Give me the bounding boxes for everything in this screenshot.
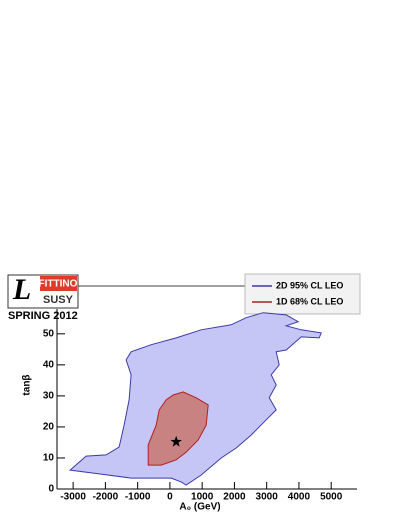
y-tick-label: 30 xyxy=(43,391,55,402)
x-tick-label: 0 xyxy=(167,492,173,503)
legend-label: 1D 68% CL LEO xyxy=(276,296,343,306)
x-tick-label: 5000 xyxy=(320,492,343,503)
contour-region xyxy=(147,391,209,466)
logo-l: L xyxy=(12,273,31,306)
y-tick-label: 10 xyxy=(43,453,55,464)
x-tick-label: -1000 xyxy=(125,492,151,503)
y-axis-label: tanβ xyxy=(22,374,33,395)
x-axis-label: A₀ (GeV) xyxy=(179,502,220,513)
x-tick-label: 4000 xyxy=(288,492,311,503)
y-tick-label: 40 xyxy=(43,360,55,371)
best-fit-star xyxy=(170,435,182,447)
logo-caption: SPRING 2012 xyxy=(8,310,78,322)
x-tick-label: -2000 xyxy=(93,492,119,503)
y-tick-label: 20 xyxy=(43,422,55,433)
x-tick-label: -3000 xyxy=(60,492,86,503)
legend-label: 2D 95% CL LEO xyxy=(276,280,343,290)
logo: L FITTINO SUSY SPRING 2012 xyxy=(7,273,79,322)
x-tick-label: 3000 xyxy=(256,492,279,503)
x-tick-label: 2000 xyxy=(223,492,246,503)
logo-bottom: SUSY xyxy=(43,294,74,306)
logo-top: FITTINO xyxy=(39,279,78,290)
legend xyxy=(244,273,361,315)
logo-band xyxy=(40,276,77,291)
x-tick-label: 1000 xyxy=(191,492,214,503)
y-tick-label: 0 xyxy=(48,484,54,495)
y-tick-label: 50 xyxy=(43,328,55,339)
